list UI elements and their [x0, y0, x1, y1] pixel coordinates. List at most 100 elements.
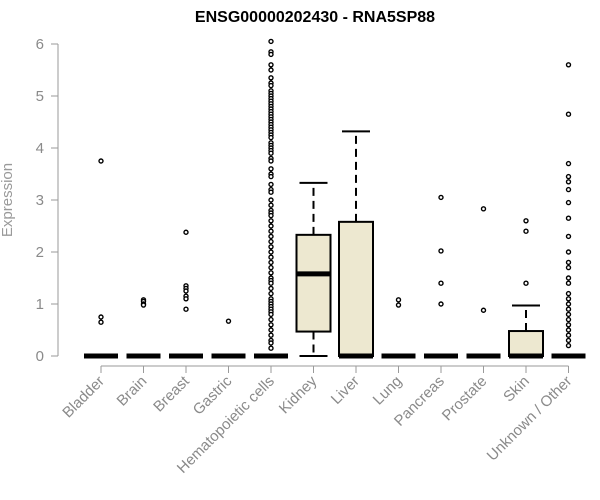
outlier-2-5 — [183, 296, 189, 302]
box-rect-10 — [508, 330, 544, 358]
outlier-4-55 — [268, 270, 274, 276]
outlier-11-4 — [565, 179, 572, 185]
outlier-4-4 — [268, 67, 274, 73]
outlier-11-12 — [565, 275, 572, 281]
outlier-2-6 — [183, 306, 189, 312]
outlier-4-52 — [268, 254, 274, 260]
outlier-11-24 — [565, 342, 572, 349]
x-tick-label-7: Lung — [370, 373, 406, 409]
y-tick-label-1: 1 — [36, 296, 44, 313]
box-2 — [169, 229, 203, 359]
y-axis: 0 1 2 3 4 5 6 — [36, 36, 59, 365]
outlier-2-0 — [183, 229, 189, 235]
outlier-11-20 — [565, 322, 572, 328]
x-tick-label-5: Kidney — [276, 372, 321, 417]
outlier-4-54 — [268, 264, 274, 271]
outlier-4-58 — [268, 280, 274, 286]
box-rect-6 — [338, 220, 374, 357]
outlier-4-0 — [268, 38, 274, 45]
outlier-11-11 — [565, 264, 572, 271]
outlier-7-0 — [395, 297, 402, 303]
outlier-4-68 — [268, 316, 274, 323]
outlier-11-5 — [565, 186, 572, 193]
chart-title: ENSG00000202430 - RNA5SP88 — [195, 9, 435, 26]
box-0 — [84, 158, 118, 359]
outlier-10-2 — [523, 280, 529, 286]
x-tick-label-10: Skin — [500, 373, 533, 406]
y-tick-label-3: 3 — [36, 192, 44, 209]
outlier-0-0 — [98, 158, 104, 164]
boxes-group — [84, 38, 586, 359]
outlier-4-44 — [268, 212, 274, 219]
outlier-11-17 — [565, 306, 572, 312]
outlier-9-0 — [480, 206, 487, 212]
box-9 — [466, 206, 501, 359]
outlier-1-3 — [140, 302, 147, 308]
outlier-2-3 — [183, 288, 189, 294]
outlier-4-50 — [268, 244, 274, 250]
x-tick-label-0: Bladder — [59, 373, 108, 422]
outlier-11-16 — [565, 301, 572, 307]
outlier-11-13 — [565, 280, 572, 286]
outlier-11-3 — [565, 173, 572, 180]
outlier-4-51 — [268, 249, 274, 255]
outlier-4-26 — [268, 134, 274, 141]
outlier-11-14 — [565, 290, 572, 297]
box-7 — [381, 297, 416, 359]
outlier-4-59 — [268, 285, 274, 292]
outlier-11-7 — [565, 215, 572, 221]
outlier-4-36 — [268, 173, 274, 180]
box-6 — [338, 130, 374, 359]
box-1 — [126, 297, 161, 359]
outlier-0-2 — [98, 319, 104, 325]
outlier-4-33 — [268, 158, 274, 164]
outlier-11-6 — [565, 199, 572, 206]
x-tick-label-9: Prostate — [439, 373, 491, 425]
outlier-4-3 — [268, 62, 274, 68]
outlier-4-74 — [268, 345, 274, 351]
x-tick-label-6: Liver — [328, 373, 363, 408]
outlier-4-67 — [268, 311, 274, 318]
outlier-4-39 — [268, 189, 274, 195]
y-tick-label-2: 2 — [36, 244, 44, 261]
outlier-4-40 — [268, 197, 274, 203]
box-5 — [295, 181, 332, 357]
box-rect-5 — [295, 233, 332, 333]
y-tick-label-5: 5 — [36, 88, 44, 105]
outlier-4-34 — [268, 166, 274, 172]
box-3 — [211, 318, 246, 359]
outlier-8-3 — [438, 301, 444, 307]
outlier-4-53 — [268, 259, 274, 266]
outlier-11-8 — [565, 233, 572, 240]
outlier-7-1 — [395, 302, 402, 308]
outlier-11-9 — [565, 249, 572, 255]
outlier-11-1 — [565, 111, 572, 117]
y-tick-label-0: 0 — [36, 348, 44, 365]
outlier-4-31 — [268, 150, 274, 156]
outlier-0-1 — [98, 314, 104, 320]
outlier-10-0 — [523, 218, 529, 224]
outlier-11-15 — [565, 296, 572, 302]
outlier-4-71 — [268, 332, 274, 338]
outlier-4-45 — [268, 218, 274, 224]
outlier-11-0 — [565, 62, 572, 68]
outlier-11-22 — [565, 332, 572, 338]
outlier-8-0 — [438, 194, 444, 201]
outlier-4-60 — [268, 290, 274, 297]
outlier-8-2 — [438, 280, 444, 286]
box-11 — [551, 62, 586, 359]
outlier-4-2 — [268, 51, 274, 58]
outlier-4-70 — [268, 327, 274, 333]
y-tick-label-4: 4 — [36, 140, 44, 157]
outlier-4-49 — [268, 238, 274, 245]
outlier-4-5 — [268, 75, 274, 81]
outlier-4-48 — [268, 233, 274, 240]
outlier-4-7 — [268, 82, 274, 89]
outlier-11-21 — [565, 327, 572, 333]
outlier-10-1 — [523, 228, 529, 234]
outlier-4-69 — [268, 322, 274, 328]
outlier-8-1 — [438, 248, 444, 254]
outlier-11-18 — [565, 311, 572, 318]
outlier-11-23 — [565, 337, 572, 344]
